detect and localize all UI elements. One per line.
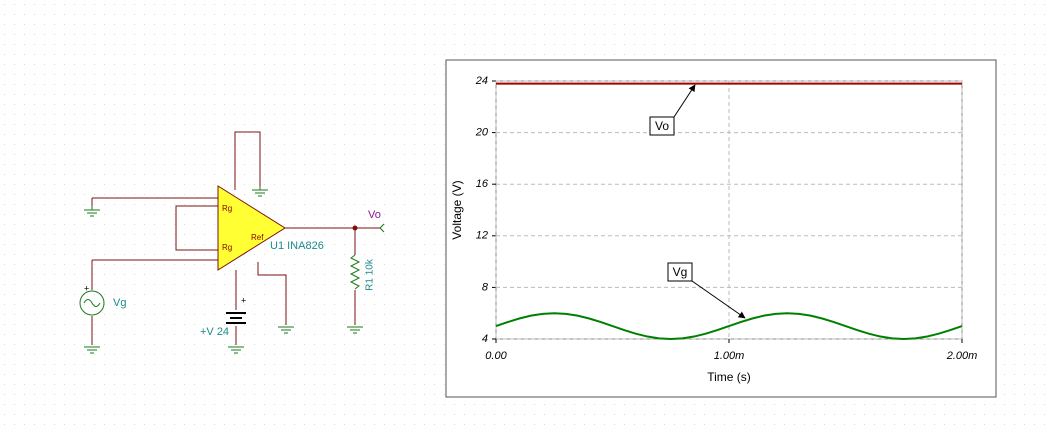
annotation-arrow: [673, 84, 696, 118]
series-line: [495, 312, 963, 341]
annotation-label: Vg: [673, 265, 688, 279]
annotation-arrow: [691, 280, 746, 319]
schematic-label: +: [241, 295, 246, 305]
schematic-label: Rg: [222, 243, 232, 252]
schematic-label: Vo: [368, 209, 381, 221]
annotation-box: [649, 116, 675, 136]
annotation-box: [667, 262, 693, 282]
x-axis-label: Time (s): [707, 370, 751, 384]
y-tick-label: 16: [476, 178, 489, 190]
schematic-label: R1 10k: [365, 258, 376, 291]
y-tick-label: 20: [475, 127, 489, 139]
y-tick-label: 24: [475, 75, 488, 87]
schematic-label: U1 INA826: [270, 240, 324, 252]
x-tick-label: 1.00m: [714, 350, 745, 362]
y-tick-label: 8: [482, 281, 489, 293]
schematic: Rg Rg Ref U1 INA826 Vo R1 10k Vg +V 24 + +: [79, 131, 385, 354]
y-tick-label: 12: [476, 230, 488, 242]
x-tick-label: 2.00m: [946, 350, 978, 362]
schematic-label: Ref: [251, 233, 264, 242]
schematic-label: +V 24: [200, 326, 229, 338]
y-tick-label: 4: [482, 333, 488, 345]
x-tick-label: 0.00: [485, 350, 507, 362]
schematic-label: Vg: [113, 297, 126, 309]
schematic-label: +: [84, 283, 89, 293]
y-axis-label: Voltage (V): [450, 180, 464, 239]
schematic-label: Rg: [222, 204, 232, 213]
annotation-label: Vo: [655, 119, 669, 133]
